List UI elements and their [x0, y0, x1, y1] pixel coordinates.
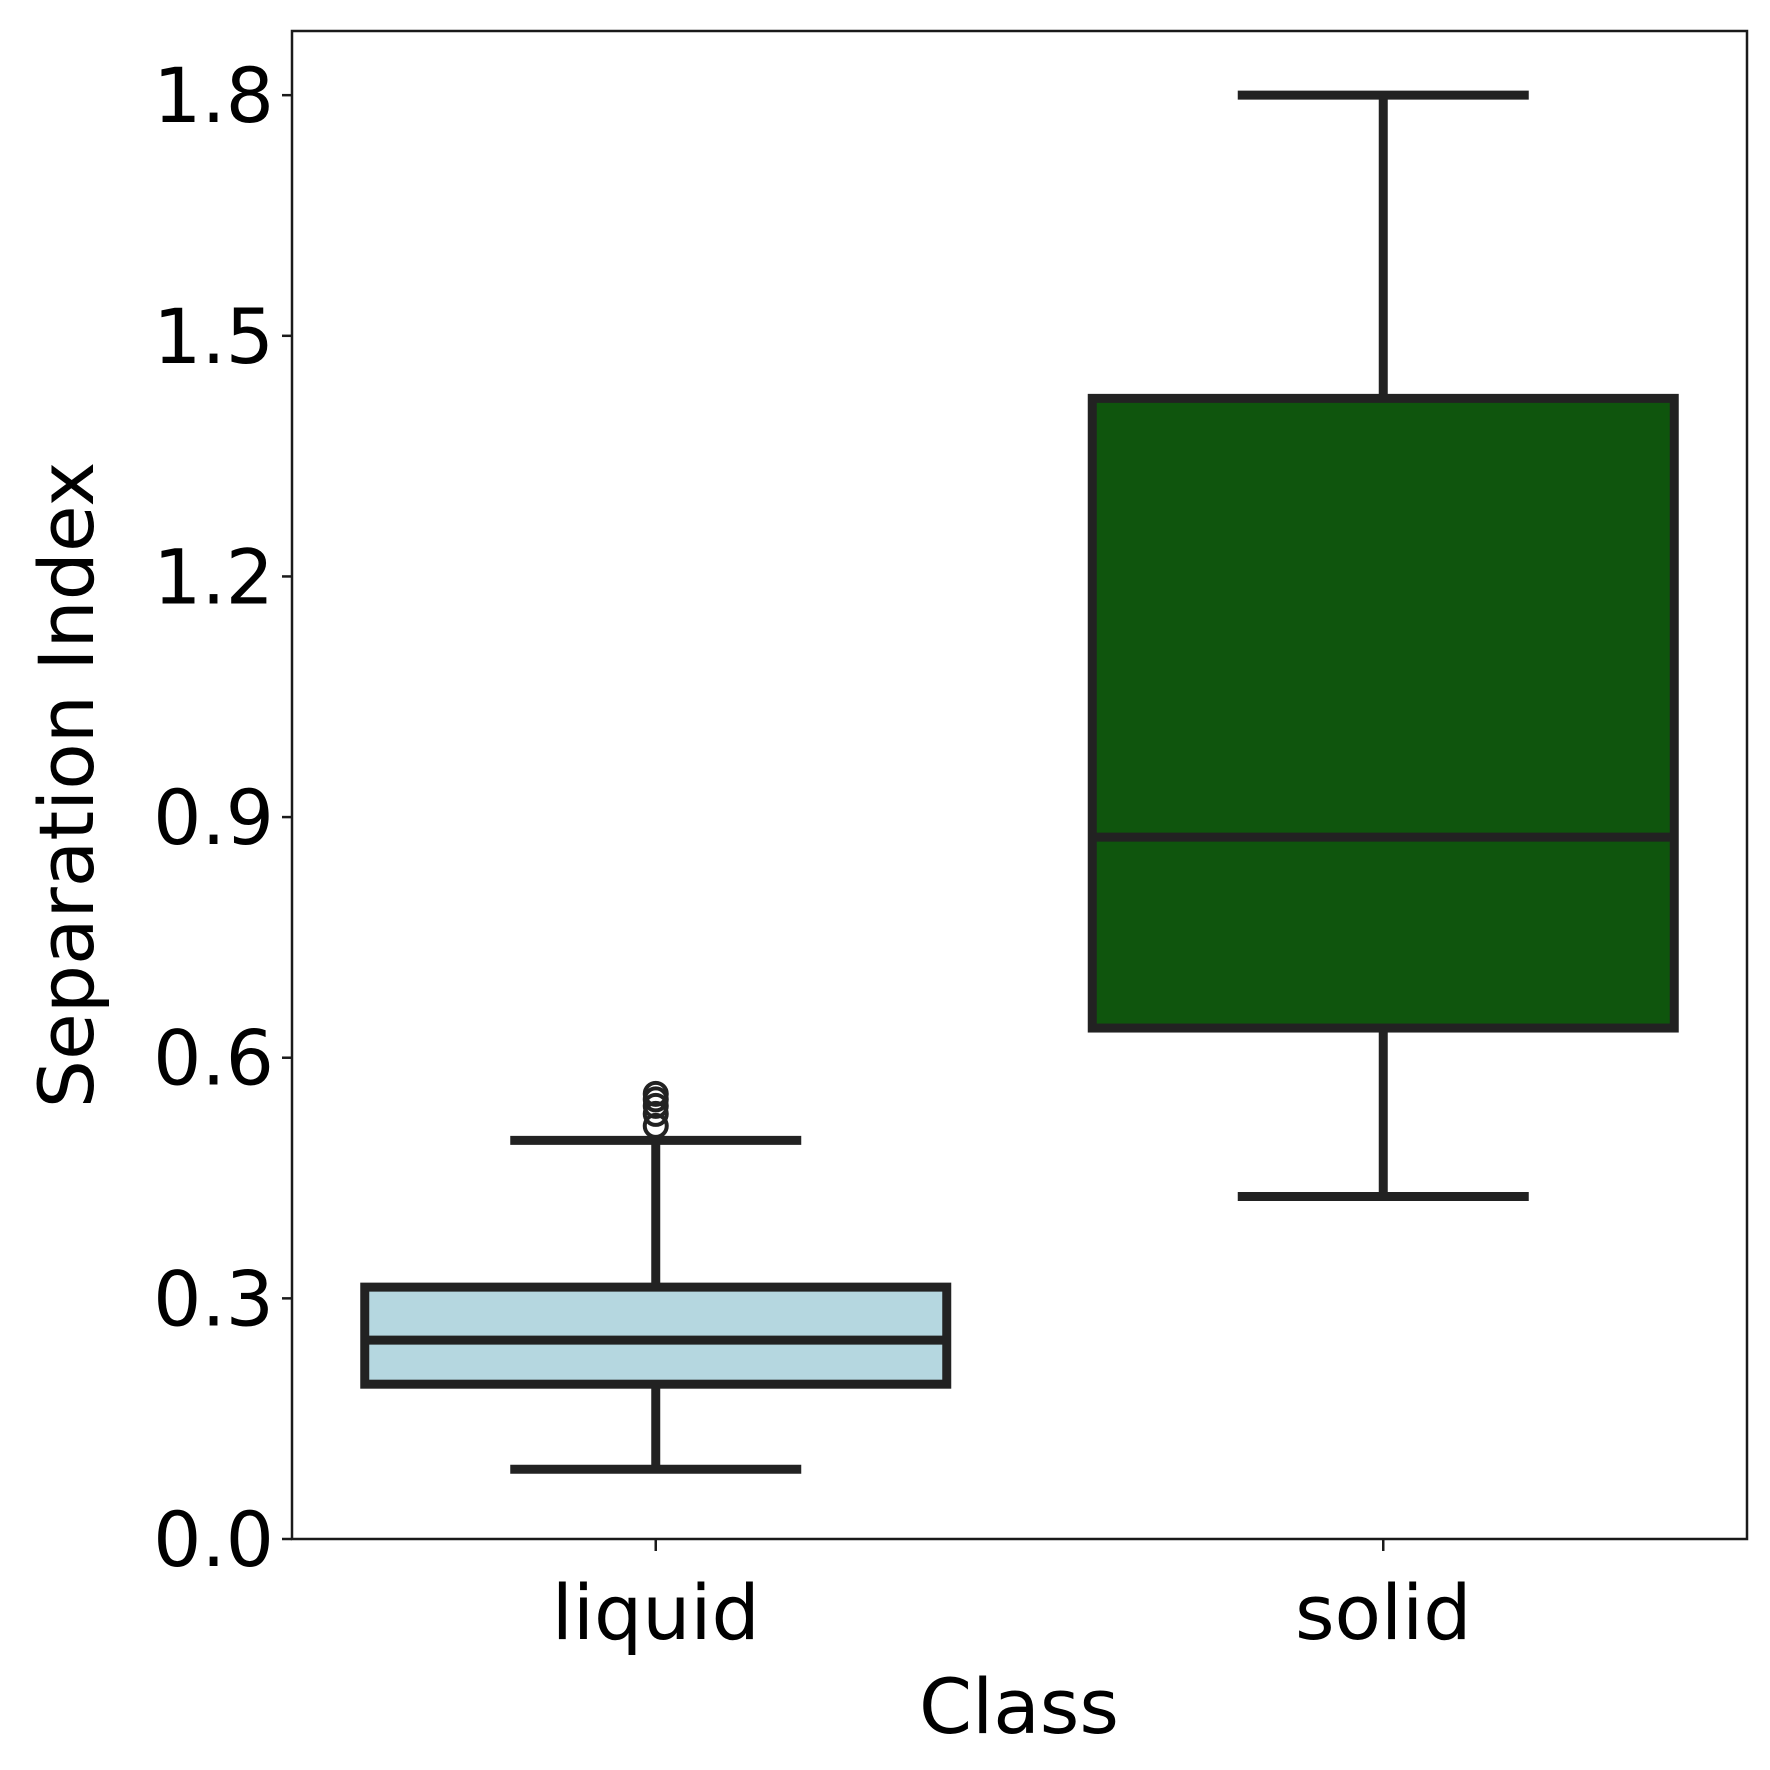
y-tick-label: 0.9: [153, 773, 274, 862]
y-tick-label: 0.3: [153, 1254, 274, 1343]
x-tick-label-solid: solid: [1295, 1568, 1472, 1657]
y-axis: 0.0 0.3 0.6 0.9 1.2 1.5 1.8: [153, 51, 292, 1584]
y-axis-title: Separation Index: [22, 462, 111, 1109]
y-tick-label: 0.0: [153, 1495, 274, 1584]
box-group-liquid: [360, 1080, 952, 1474]
y-tick-label: 1.5: [153, 292, 274, 381]
y-tick-label: 1.8: [153, 51, 274, 140]
box-solid: [1087, 393, 1679, 1033]
x-axis-title: Class: [919, 1662, 1119, 1751]
x-tick-label-liquid: liquid: [552, 1568, 760, 1657]
y-tick-label: 1.2: [153, 532, 274, 621]
box-group-solid: [1087, 90, 1679, 1201]
x-axis: liquid solid: [552, 1539, 1472, 1657]
y-tick-label: 0.6: [153, 1014, 274, 1103]
boxes: [360, 90, 1679, 1474]
outlier-point: [642, 1080, 669, 1107]
